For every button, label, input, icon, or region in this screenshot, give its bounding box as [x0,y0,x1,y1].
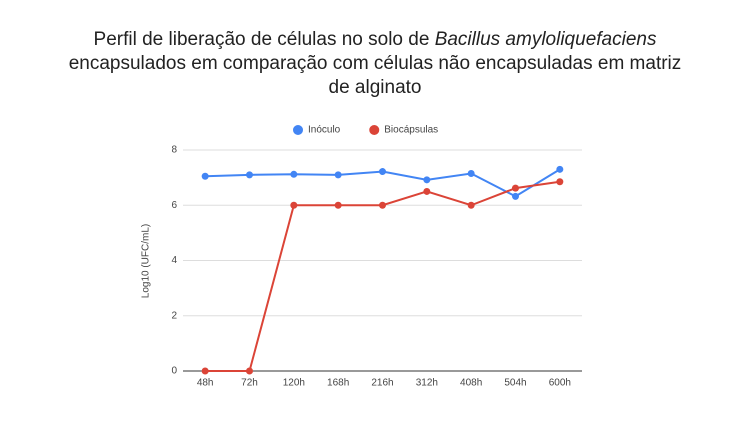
y-tick-label: 8 [171,145,177,156]
x-tick-label: 72h [241,378,258,389]
y-axis-label: Log10 (UFC/mL) [141,224,152,298]
title-part: Perfil de liberação de células no solo d… [94,29,435,50]
legend-marker [369,125,380,135]
x-tick-label: 504h [504,378,526,389]
data-point [379,168,386,176]
x-tick-label: 120h [283,378,305,389]
data-point [334,171,342,179]
x-tick-label: 168h [327,378,349,389]
data-point [423,176,431,184]
data-point [290,170,298,178]
data-point [556,178,564,186]
x-tick-label: 216h [371,378,393,389]
legend-label: Inóculo [308,125,341,136]
title-part: Bacillus amyloliquefaciens [435,29,657,50]
data-point [201,172,209,180]
series-line [205,180,560,372]
data-point [556,165,564,173]
x-tick-label: 48h [197,378,214,389]
data-point [423,187,431,195]
data-point [246,367,253,375]
data-point [334,201,342,209]
legend-marker [293,125,303,135]
x-tick-label: 408h [460,378,482,389]
data-point [201,367,209,375]
title-part: encapsulados em comparação com células n… [69,53,682,74]
data-point [512,192,519,200]
legend-label: Biocápsulas [384,125,438,136]
title-part: de alginato [329,77,422,98]
x-tick-label: 600h [549,378,571,389]
chart-title: Perfil de liberação de células no solo d… [94,29,657,50]
data-point [290,201,298,209]
x-tick-label: 312h [416,378,438,389]
data-point [512,184,519,192]
y-tick-label: 4 [171,255,177,266]
data-point [467,169,475,177]
y-tick-label: 2 [171,310,177,321]
data-point [467,201,475,209]
chart-title: de alginato [329,77,422,98]
y-tick-label: 0 [171,366,177,377]
data-point [246,171,253,179]
y-tick-label: 6 [171,200,177,211]
data-point [379,201,386,209]
chart-title: encapsulados em comparação com células n… [69,53,682,74]
